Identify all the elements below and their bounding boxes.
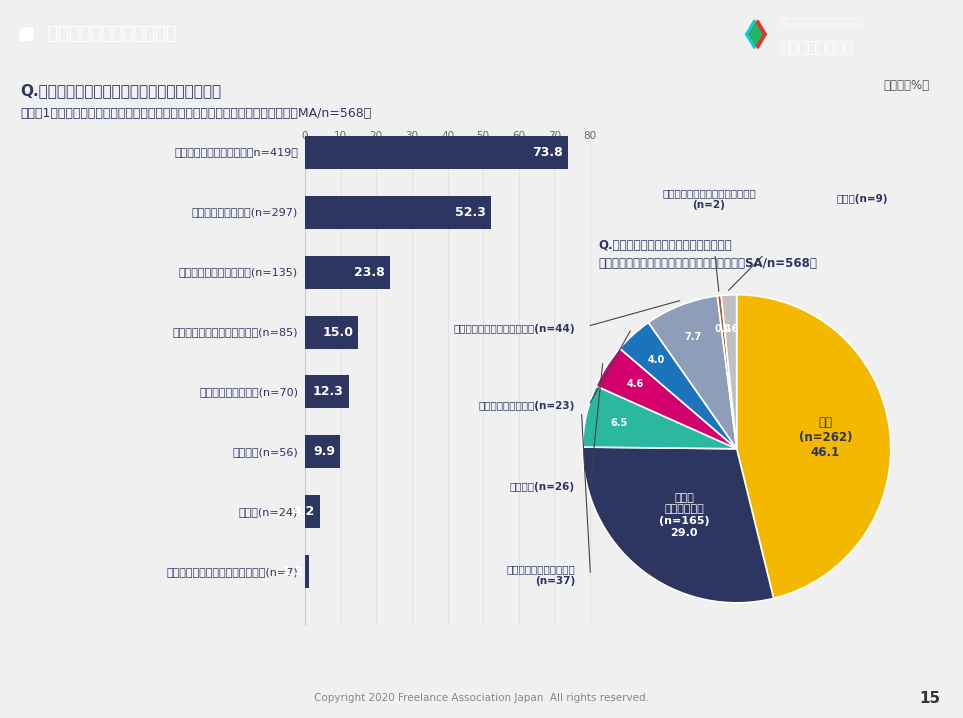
Text: 20: 20 — [370, 131, 383, 141]
FancyBboxPatch shape — [305, 495, 320, 528]
Text: 1.6: 1.6 — [722, 324, 740, 334]
Text: 人脈（知人の紹介含む）（n=419）: 人脈（知人の紹介含む）（n=419） — [174, 147, 298, 157]
Text: ■  『フリーランス』受注経路: ■ 『フリーランス』受注経路 — [18, 25, 176, 43]
Text: プロフェッショナル＆パラレルキャリア: プロフェッショナル＆パラレルキャリア — [780, 18, 863, 27]
Text: 60: 60 — [512, 131, 525, 141]
Text: どのようなところから見つけたものですか。（SA/n=568）: どのようなところから見つけたものですか。（SA/n=568） — [598, 257, 817, 270]
Text: 70: 70 — [548, 131, 560, 141]
Text: 6.5: 6.5 — [611, 418, 628, 428]
Text: 12.3: 12.3 — [313, 386, 344, 398]
Wedge shape — [648, 296, 737, 449]
Text: Copyright 2020 Freelance Association Japan  All rights reserved.: Copyright 2020 Freelance Association Jap… — [314, 694, 648, 703]
Text: 求人広告(n=56): 求人広告(n=56) — [232, 447, 298, 457]
FancyBboxPatch shape — [305, 196, 491, 229]
Text: 過去・現在の取引先(n=297): 過去・現在の取引先(n=297) — [192, 208, 298, 218]
FancyBboxPatch shape — [305, 136, 568, 169]
Text: Q.その中で、最も収入が得られる仕事は: Q.その中で、最も収入が得られる仕事は — [598, 239, 732, 252]
Text: フリーランス協会: フリーランス協会 — [780, 39, 853, 55]
FancyBboxPatch shape — [305, 316, 358, 348]
Text: 50: 50 — [477, 131, 490, 141]
Wedge shape — [620, 322, 737, 449]
Text: その他(n=24): その他(n=24) — [239, 507, 298, 517]
Text: 0.4: 0.4 — [715, 325, 732, 335]
Text: 73.8: 73.8 — [533, 146, 563, 159]
FancyBboxPatch shape — [305, 376, 349, 409]
Text: 自分自身の広告宣伝活動
(n=37): 自分自身の広告宣伝活動 (n=37) — [507, 564, 575, 586]
Polygon shape — [745, 20, 763, 48]
Text: 23.8: 23.8 — [354, 266, 385, 279]
Text: 過去・
現在の取引先
(n=165)
29.0: 過去・ 現在の取引先 (n=165) 29.0 — [659, 493, 710, 538]
Text: 80: 80 — [584, 131, 596, 141]
Text: 4.0: 4.0 — [647, 355, 664, 365]
Text: その他(n=9): その他(n=9) — [837, 194, 888, 204]
Text: クラウドソーシング(n=70): クラウドソーシング(n=70) — [199, 387, 298, 397]
Text: 1.2: 1.2 — [282, 565, 304, 578]
Text: 人脈
(n=262)
46.1: 人脈 (n=262) 46.1 — [798, 416, 852, 460]
Text: 直近1年間で仕事獲得に繋がったことのある選択肢をすべてお選びください。（MA/n=568）: 直近1年間で仕事獲得に繋がったことのある選択肢をすべてお選びください。（MA/n… — [20, 108, 372, 121]
Wedge shape — [717, 295, 737, 449]
FancyBboxPatch shape — [305, 555, 309, 588]
Wedge shape — [596, 348, 737, 449]
Wedge shape — [721, 294, 737, 449]
Wedge shape — [583, 386, 737, 449]
FancyBboxPatch shape — [305, 435, 340, 468]
Text: 7.7: 7.7 — [685, 332, 702, 342]
Text: 0: 0 — [301, 131, 308, 141]
Text: 30: 30 — [405, 131, 419, 141]
Text: （単位：%）: （単位：%） — [884, 80, 930, 93]
Text: 自分自身の広告宣伝活動(n=135): 自分自身の広告宣伝活動(n=135) — [179, 267, 298, 277]
Wedge shape — [583, 447, 773, 603]
Text: エージェントサービスの利用(n=44): エージェントサービスの利用(n=44) — [454, 324, 575, 334]
Text: 10: 10 — [334, 131, 348, 141]
Text: クラウドソーシング(n=23): クラウドソーシング(n=23) — [479, 401, 575, 411]
Text: 4.6: 4.6 — [627, 379, 644, 389]
Text: Q.仕事はどのようなところから見つけますか。: Q.仕事はどのようなところから見つけますか。 — [20, 83, 221, 98]
Polygon shape — [749, 20, 767, 48]
Text: 15: 15 — [919, 691, 940, 706]
Text: エージェントサービスの利用(n=85): エージェントサービスの利用(n=85) — [172, 327, 298, 337]
Text: 52.3: 52.3 — [455, 206, 486, 219]
Text: 40: 40 — [441, 131, 455, 141]
Text: 15.0: 15.0 — [323, 325, 353, 339]
FancyBboxPatch shape — [305, 256, 390, 289]
Polygon shape — [750, 24, 762, 44]
Polygon shape — [747, 20, 765, 48]
Text: 求人広告(n=26): 求人広告(n=26) — [509, 482, 575, 493]
Text: 4.2: 4.2 — [293, 505, 315, 518]
Text: シェアリングエコノミーサービス(n=7): シェアリングエコノミーサービス(n=7) — [167, 567, 298, 577]
Wedge shape — [737, 294, 891, 598]
Text: 9.9: 9.9 — [313, 445, 335, 458]
Text: シェアリングエコノミーサービス
(n=2): シェアリングエコノミーサービス (n=2) — [663, 188, 756, 210]
